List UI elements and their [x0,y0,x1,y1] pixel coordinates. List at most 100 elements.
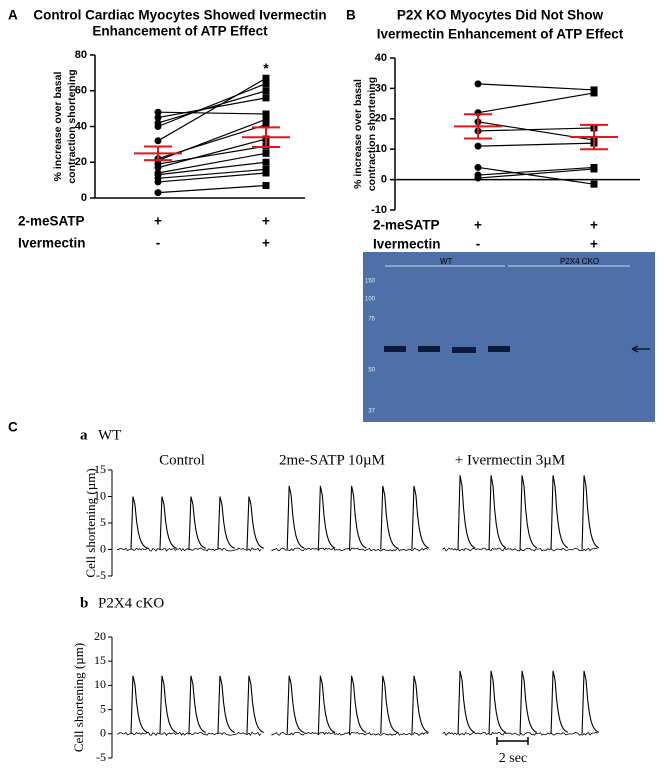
ladder-label: 37 [368,409,375,415]
panel-label: C [8,420,18,435]
y-tick-label: 20 [75,156,87,168]
row-label: WT [98,427,121,443]
blot-image [363,252,655,422]
row-label: P2X4 cKO [98,595,164,611]
arrow [631,345,650,353]
data-point [262,110,270,118]
y-tick-label: 40 [75,120,87,132]
data-point [154,137,162,145]
condition-sign: + [262,214,270,229]
y-axis-label: % increase over basal [352,79,364,189]
pair-line [157,168,267,179]
data-point [262,94,270,102]
y-axis-label: contraction shortening [366,77,378,191]
ladder-label: 150 [365,279,376,285]
y-axis-label: Cell shortening (µm) [83,468,98,577]
condition-label: Control [159,452,205,468]
contraction-peak [217,496,235,550]
sub-label: a [80,427,88,443]
contraction-peak [317,675,336,734]
contraction-peak [488,475,507,550]
data-point [154,123,162,130]
y-tick-label: 5 [100,701,106,715]
pair-line [157,90,267,124]
data-point [262,158,270,166]
contraction-peak [581,475,600,550]
condition-sign: + [590,218,598,233]
y-tick-label: 20 [94,629,106,643]
y-tick-label: 60 [75,85,87,97]
contraction-peak [411,485,430,550]
data-point [154,108,162,116]
band [488,346,510,352]
data-point [154,189,162,197]
pair-line [157,111,267,115]
contraction-peak [411,675,429,734]
data-point [262,74,270,82]
contraction-peak [188,675,206,734]
contraction-peak [380,675,398,734]
contraction-peak [217,675,235,734]
data-point [154,114,162,122]
y-axis-label: Cell shortening (µm) [71,643,86,752]
panel-label: B [346,8,356,23]
condition-sign: - [156,236,161,251]
condition-sign: + [154,214,162,229]
y-tick-label: 10 [94,488,106,502]
pair-line [157,184,267,194]
pair-line [477,92,595,114]
contraction-peak [246,496,264,550]
pair-line [477,166,595,176]
contraction-peak [286,485,305,550]
y-axis-label: contraction shortening [66,69,78,183]
data-point [590,89,598,97]
condition-sign: + [262,236,270,251]
contraction-peak [349,485,367,550]
pair-line [157,172,267,183]
y-tick-label: 20 [375,113,387,125]
baseline-trace [442,547,598,552]
condition-sign: + [474,218,482,233]
baseline-trace [116,547,262,552]
y-tick-label: 80 [75,49,87,61]
sub-label: b [80,595,88,611]
data-point [590,180,598,188]
y-tick-label: 0 [81,192,87,204]
condition-label: 2me-SATP 10µM [279,452,385,468]
y-tick-label: 15 [94,462,106,476]
baseline-trace [116,731,262,736]
ladder-label: 100 [365,297,376,303]
data-point [262,87,270,95]
pair-line [477,83,595,91]
chart-title: Ivermectin Enhancement of ATP Effect [377,27,624,42]
pair-line [477,168,595,179]
annotation: * [263,60,269,76]
contraction-peak [349,675,367,734]
contraction-peak [550,475,569,550]
data-point [262,149,270,157]
data-point [262,181,270,189]
contraction-peak [159,496,177,550]
y-tick-label: 15 [94,653,106,667]
pair-line [157,145,267,165]
condition-label: + Ivermectin 3µM [455,452,565,468]
pair-line [157,161,267,176]
ladder-label: 50 [368,368,375,374]
condition-sign: - [476,237,481,252]
pair-line [157,97,267,119]
pair-line [477,142,595,147]
band [418,346,440,352]
data-point [474,174,482,182]
contraction-peak [550,670,569,734]
contraction-peak [188,496,206,550]
y-axis-label: % increase over basal [52,72,64,182]
scale-bar [496,737,529,745]
contraction-peak [581,670,600,734]
y-tick-label: -5 [96,568,106,582]
band [452,347,476,353]
western-blot: WT P2X4 CKO 150 100 75 50 37 [363,252,655,422]
lane-label: P2X4 CKO [560,257,599,266]
contraction-peak [380,485,398,550]
data-point [262,121,270,129]
chart-title: Control Cardiac Myocytes Showed Ivermect… [33,8,326,23]
